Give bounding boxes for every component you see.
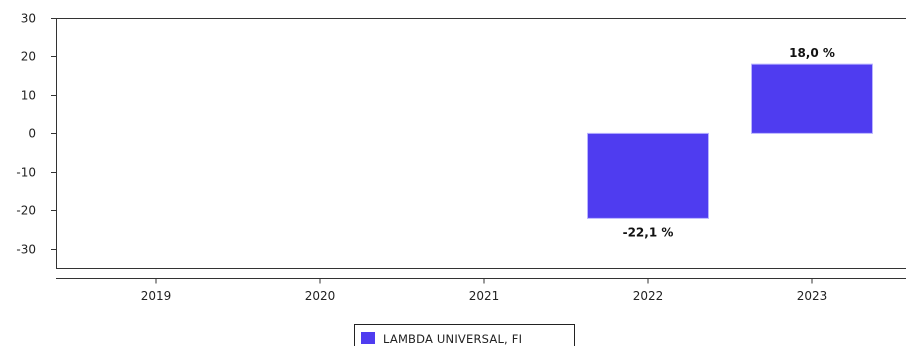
data-label-2023: 18,0 % [789,46,835,60]
data-label-2022: -22,1 % [623,225,674,239]
y-tick-label: -20 [16,204,36,218]
bars [587,63,873,219]
legend-swatch [361,332,375,344]
legend-label: LAMBDA UNIVERSAL, FI [383,332,522,346]
x-tick-label: 2021 [469,289,500,303]
x-tick-label: 2022 [633,289,664,303]
x-tick-label: 2020 [305,289,336,303]
legend: LAMBDA UNIVERSAL, FI [354,324,575,346]
y-tick-label: 0 [28,127,36,141]
x-axis: 2019 2020 2021 2022 2023 [56,278,906,303]
bar-2023 [751,63,873,134]
y-tick-label: -10 [16,166,36,180]
data-labels: -22,1 % 18,0 % [623,46,835,239]
x-tick-label: 2019 [141,289,172,303]
y-tick-label: -30 [16,243,36,257]
legend-box [354,324,575,346]
y-tick-label: 10 [21,89,36,103]
y-axis: 30 20 10 0 -10 -20 -30 [16,12,906,269]
bar-2022 [587,132,709,219]
y-tick-label: 30 [21,12,36,26]
x-tick-label: 2023 [797,289,828,303]
y-tick-label: 20 [21,50,36,64]
